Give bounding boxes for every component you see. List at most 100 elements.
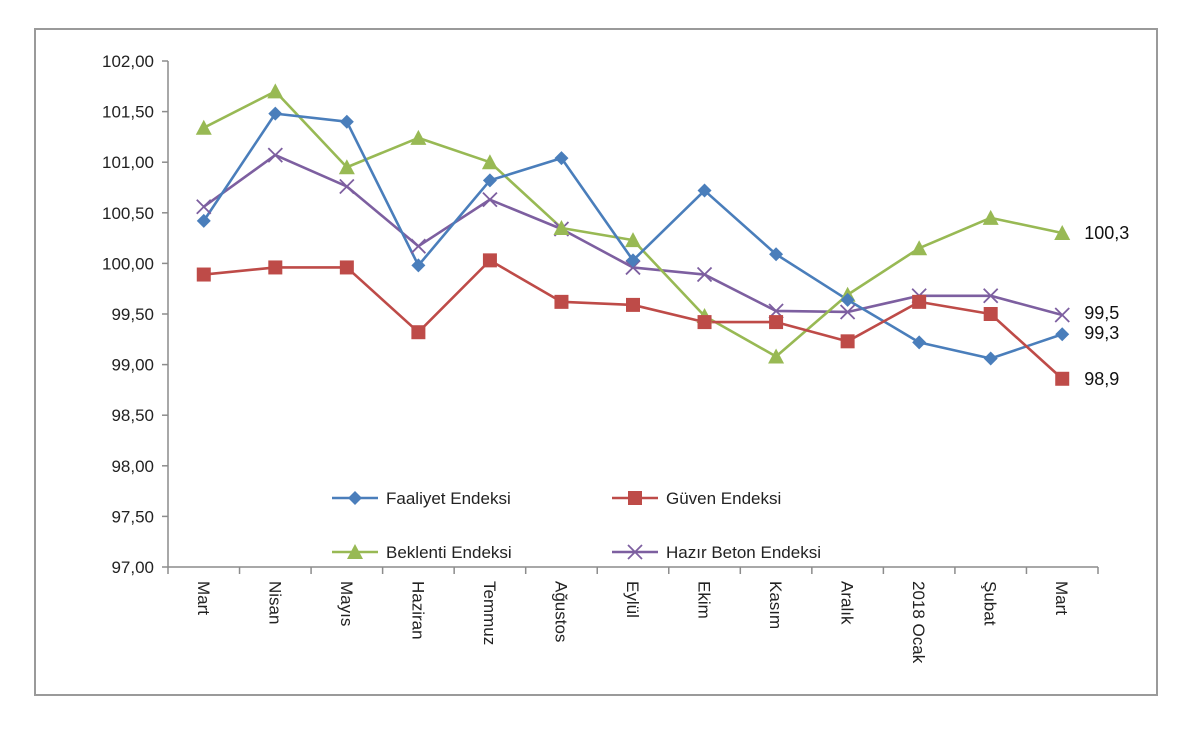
x-tick-label: Şubat (981, 581, 1000, 626)
end-label: 99,5 (1084, 303, 1119, 323)
marker-triangle (481, 154, 498, 170)
x-tick-label: Nisan (265, 581, 284, 624)
marker-square (411, 325, 426, 340)
x-tick-label: Temmuz (480, 581, 499, 645)
series-markers (195, 83, 1071, 386)
end-label: 100,3 (1084, 223, 1129, 243)
marker-square (268, 260, 283, 275)
marker-diamond (348, 491, 362, 505)
marker-x-stroke (983, 288, 999, 304)
series-markers-g-ven-endeksi (196, 253, 1070, 386)
marker-triangle (982, 209, 999, 225)
marker-x-stroke (1054, 307, 1070, 323)
x-tick-label: Ekim (695, 581, 714, 619)
marker-triangle (911, 240, 928, 256)
marker-x (196, 199, 212, 215)
marker-x-stroke (696, 266, 713, 283)
marker-triangle (553, 219, 570, 235)
x-tick-label: Mayıs (337, 581, 356, 626)
legend-label: Beklenti Endeksi (386, 543, 512, 562)
marker-square (840, 334, 855, 349)
y-tick-label: 99,50 (111, 305, 154, 324)
legend-label: Güven Endeksi (666, 489, 781, 508)
marker-square (339, 260, 354, 275)
x-tick-label: Kasım (766, 581, 785, 629)
legend-item: Hazır Beton Endeksi (612, 543, 821, 562)
x-tick-label: Ağustos (551, 581, 570, 642)
y-tick-label: 99,00 (111, 356, 154, 375)
series-markers-beklenti-endeksi (195, 83, 1071, 364)
marker-triangle (1054, 225, 1071, 241)
marker-x (696, 266, 713, 283)
marker-x (482, 192, 498, 208)
x-tick-label: Aralık (838, 581, 857, 625)
marker-diamond (196, 213, 211, 228)
x-tick-label: Mart (1052, 581, 1071, 615)
y-tick-label: 102,00 (102, 52, 154, 71)
marker-triangle (625, 232, 641, 248)
marker-x (1054, 307, 1070, 323)
marker-x (983, 288, 999, 304)
y-tick-label: 101,00 (102, 153, 154, 172)
end-labels: 99,3 98,9 100,3 99,5 (1084, 223, 1129, 389)
marker-x-stroke (196, 199, 212, 215)
legend-item: Faaliyet Endeksi (332, 489, 511, 508)
marker-diamond (769, 247, 784, 262)
marker-triangle (347, 544, 363, 559)
marker-diamond (268, 106, 283, 121)
marker-diamond (983, 351, 998, 366)
marker-x (625, 259, 641, 276)
marker-square (196, 267, 211, 282)
y-tick-label: 97,00 (111, 558, 154, 577)
legend-label: Hazır Beton Endeksi (666, 543, 821, 562)
marker-diamond (840, 292, 855, 307)
marker-square (983, 307, 998, 321)
marker-square (1055, 371, 1070, 386)
marker-square (769, 315, 784, 330)
chart-frame (34, 28, 1158, 696)
marker-x (267, 147, 283, 163)
y-tick-label: 101,50 (102, 103, 154, 122)
marker-triangle (338, 159, 355, 175)
marker-square (482, 253, 497, 268)
marker-x-stroke (339, 178, 355, 195)
x-tick-label: Eylül (623, 581, 642, 618)
marker-diamond (554, 151, 569, 166)
marker-diamond (1055, 327, 1070, 342)
marker-triangle (768, 348, 785, 364)
marker-triangle (195, 119, 212, 135)
y-tick-label: 100,00 (102, 254, 154, 273)
marker-diamond (411, 258, 426, 273)
x-tick-label: 2018 Ocak (909, 581, 928, 664)
marker-x-stroke (627, 544, 643, 560)
marker-x (410, 238, 427, 254)
marker-x-stroke (267, 147, 283, 163)
end-label: 99,3 (1084, 323, 1119, 343)
marker-x-stroke (625, 259, 641, 276)
marker-square (697, 315, 712, 330)
marker-x (627, 544, 643, 560)
series-line-g-ven-endeksi (203, 259, 1064, 380)
marker-square (554, 294, 569, 309)
x-tick-label: Mart (194, 581, 213, 615)
legend-item: Beklenti Endeksi (332, 543, 512, 562)
marker-x-stroke (410, 238, 427, 254)
marker-diamond (626, 253, 640, 268)
marker-x (339, 178, 355, 195)
marker-square (626, 297, 640, 312)
marker-square (912, 294, 927, 309)
series-markers-faaliyet-endeksi (196, 106, 1070, 366)
marker-diamond (482, 173, 497, 188)
y-tick-label: 98,00 (111, 457, 154, 476)
y-tick-label: 98,50 (111, 406, 154, 425)
series-line-beklenti-endeksi (203, 90, 1063, 358)
marker-triangle (410, 129, 427, 145)
marker-triangle (267, 83, 284, 99)
marker-x-stroke (839, 304, 856, 320)
y-tick-label: 100,50 (102, 204, 154, 223)
legend-item: Güven Endeksi (612, 489, 781, 508)
legend: Faaliyet Endeksi Güven Endeksi Beklenti En… (332, 489, 821, 562)
marker-diamond (339, 114, 354, 129)
marker-diamond (912, 335, 927, 350)
legend-label: Faaliyet Endeksi (386, 489, 511, 508)
